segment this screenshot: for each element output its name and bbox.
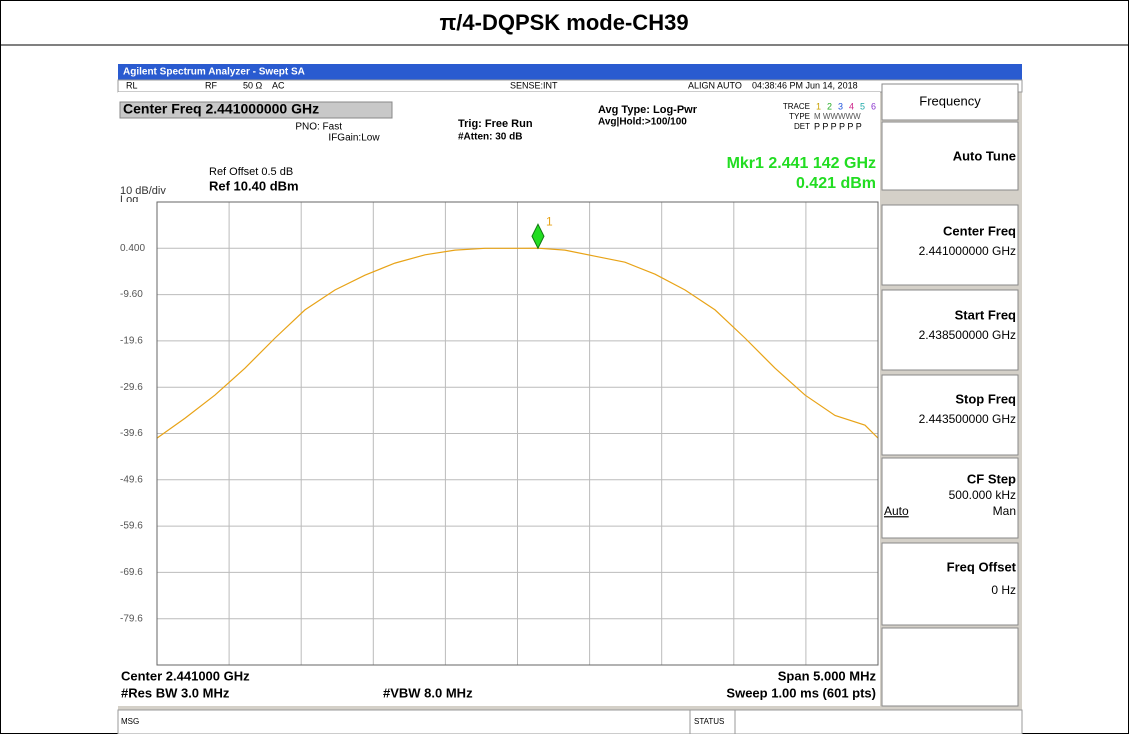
type-value: M WWWWW bbox=[814, 112, 861, 121]
softkey-label: Freq Offset bbox=[947, 559, 1017, 574]
center-freq-box bbox=[119, 101, 393, 119]
trig: Trig: Free Run bbox=[458, 118, 533, 130]
softkey-value: 500.000 kHz bbox=[949, 488, 1016, 502]
softkey-value: 2.438500000 GHz bbox=[919, 328, 1016, 342]
msg-bar bbox=[117, 709, 1023, 734]
status: ALIGN AUTO bbox=[688, 80, 742, 90]
sweep: Sweep 1.00 ms (601 pts) bbox=[726, 685, 876, 700]
softkey-header bbox=[881, 83, 1019, 121]
y-tick-label: -29.6 bbox=[120, 382, 143, 393]
y-tick-label: -49.6 bbox=[120, 474, 143, 485]
marker-amp: 0.421 dBm bbox=[796, 175, 876, 192]
rbw: #Res BW 3.0 MHz bbox=[121, 685, 230, 700]
softkey-header-text: Frequency bbox=[919, 93, 981, 108]
softkey-label: Start Freq bbox=[955, 307, 1016, 322]
trace-number: 2 bbox=[827, 101, 832, 111]
softkey-label: Auto Tune bbox=[953, 148, 1016, 163]
y-tick-label: -69.6 bbox=[120, 567, 143, 578]
y-tick-label: -19.6 bbox=[120, 336, 143, 347]
status: 04:38:46 PM Jun 14, 2018 bbox=[752, 80, 858, 90]
span: Span 5.000 MHz bbox=[778, 668, 877, 683]
trace-number: 1 bbox=[816, 101, 821, 111]
softkey-label: Stop Freq bbox=[955, 391, 1016, 406]
plot: 0.400 -9.60 -19.6 -29.6 -39.6 -49.6 -59.6 -69.6… bbox=[120, 202, 879, 665]
softkey-option: Man bbox=[993, 504, 1016, 518]
center: Center 2.441000 GHz bbox=[121, 668, 250, 683]
status: AC bbox=[272, 80, 285, 90]
softkey-value: 2.443500000 GHz bbox=[919, 412, 1016, 426]
softkey-value: 2.441000000 GHz bbox=[919, 244, 1016, 258]
softkey-value: 0 Hz bbox=[991, 583, 1016, 597]
pno: PNO: Fast bbox=[295, 122, 342, 133]
plot-frame bbox=[156, 201, 879, 666]
marker-freq: Mkr1 2.441 142 GHz bbox=[727, 155, 876, 172]
y-tick-label: -9.60 bbox=[120, 289, 143, 300]
y-tick-label: -59.6 bbox=[120, 521, 143, 532]
ifgain: IFGain:Low bbox=[328, 133, 380, 144]
footer bbox=[118, 668, 880, 706]
scale: 10 dB/div bbox=[120, 185, 166, 197]
softkey[interactable] bbox=[881, 121, 1019, 191]
status: 50 Ω bbox=[243, 80, 263, 90]
ref-offset: Ref Offset 0.5 dB bbox=[209, 166, 293, 178]
vbw: #VBW 8.0 MHz bbox=[383, 685, 473, 700]
marker bbox=[531, 223, 545, 250]
status-label: STATUS bbox=[694, 717, 724, 726]
status: RL bbox=[126, 80, 138, 90]
marker-label: 1 bbox=[546, 214, 553, 228]
trace bbox=[156, 247, 879, 439]
softkey-label: Center Freq bbox=[943, 223, 1016, 238]
trace-number: 5 bbox=[860, 101, 865, 111]
status: RF bbox=[205, 80, 217, 90]
type-label: TYPE bbox=[789, 112, 810, 121]
window-title: Agilent Spectrum Analyzer - Swept SA bbox=[123, 67, 305, 78]
y-tick-label: -79.6 bbox=[120, 613, 143, 624]
atten: #Atten: 30 dB bbox=[458, 132, 522, 143]
trace-number: 3 bbox=[838, 101, 843, 111]
plot-bg bbox=[118, 202, 880, 668]
avg-type: Avg Type: Log-Pwr bbox=[598, 104, 698, 116]
softkey bbox=[881, 627, 1019, 707]
softkey[interactable] bbox=[881, 204, 1019, 286]
status: SENSE:INT bbox=[510, 80, 558, 90]
det-value: P P P P P P bbox=[814, 121, 862, 131]
det-label: DET bbox=[794, 122, 810, 131]
ref-level: Ref 10.40 dBm bbox=[209, 178, 299, 193]
y-tick-label: 0.400 bbox=[120, 243, 145, 254]
softkey[interactable] bbox=[881, 289, 1019, 371]
title: π/4-DQPSK mode-CH39 bbox=[439, 10, 688, 35]
msg: MSG bbox=[121, 717, 139, 726]
trace-number: 6 bbox=[871, 101, 876, 111]
trace-number: 4 bbox=[849, 101, 854, 111]
softkey[interactable] bbox=[881, 457, 1019, 539]
softkey-label: CF Step bbox=[967, 471, 1016, 486]
y-tick-label: -39.6 bbox=[120, 428, 143, 439]
avg-hold: Avg|Hold:>100/100 bbox=[598, 117, 687, 128]
softkey[interactable] bbox=[881, 542, 1019, 626]
trace-label: TRACE bbox=[783, 102, 810, 111]
center-freq: Center Freq 2.441000000 GHz bbox=[123, 101, 319, 117]
softkey-option: Auto bbox=[884, 504, 909, 518]
title-bar bbox=[118, 64, 1022, 80]
softkey[interactable] bbox=[881, 374, 1019, 456]
